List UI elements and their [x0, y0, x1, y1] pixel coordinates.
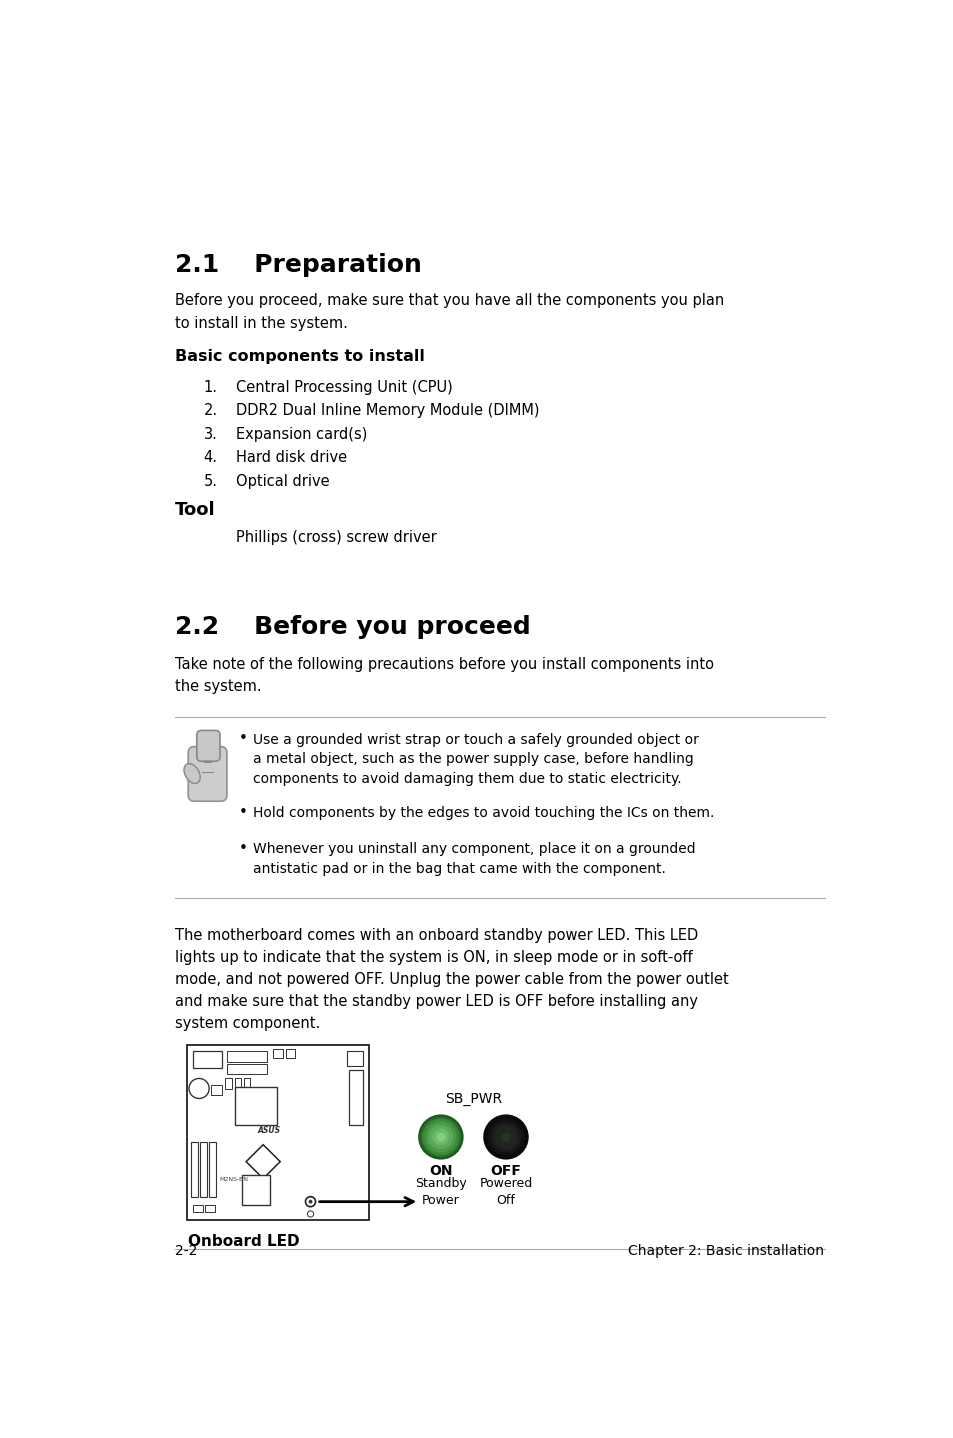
Text: DDR2 Dual Inline Memory Module (DIMM): DDR2 Dual Inline Memory Module (DIMM): [235, 403, 538, 418]
FancyBboxPatch shape: [193, 1205, 203, 1212]
Text: ASUS: ASUS: [256, 1126, 280, 1136]
Circle shape: [490, 1122, 521, 1152]
Text: Before you proceed, make sure that you have all the components you plan
to insta: Before you proceed, make sure that you h…: [174, 293, 723, 331]
FancyBboxPatch shape: [227, 1064, 267, 1074]
Text: 2.2    Before you proceed: 2.2 Before you proceed: [174, 615, 530, 638]
Polygon shape: [246, 1145, 280, 1179]
Text: •: •: [238, 841, 248, 856]
Circle shape: [422, 1119, 459, 1156]
Text: SB_PWR: SB_PWR: [444, 1093, 501, 1106]
Ellipse shape: [184, 764, 200, 784]
Circle shape: [418, 1116, 462, 1159]
Text: Onboard LED: Onboard LED: [188, 1234, 299, 1250]
Text: The motherboard comes with an onboard standby power LED. This LED
lights up to i: The motherboard comes with an onboard st…: [174, 928, 728, 1031]
Circle shape: [493, 1125, 517, 1149]
Text: Basic components to install: Basic components to install: [174, 349, 424, 364]
Circle shape: [425, 1122, 456, 1152]
Text: 2-2: 2-2: [174, 1244, 197, 1258]
Circle shape: [487, 1119, 524, 1156]
FancyBboxPatch shape: [187, 1044, 369, 1221]
Text: 2.: 2.: [203, 403, 217, 418]
FancyBboxPatch shape: [349, 1070, 362, 1126]
FancyBboxPatch shape: [200, 1142, 207, 1196]
Text: Hold components by the edges to avoid touching the ICs on them.: Hold components by the edges to avoid to…: [253, 807, 713, 820]
FancyBboxPatch shape: [225, 1078, 232, 1089]
FancyBboxPatch shape: [286, 1050, 294, 1058]
FancyBboxPatch shape: [242, 1175, 270, 1205]
FancyBboxPatch shape: [196, 731, 220, 761]
Circle shape: [305, 1196, 315, 1206]
Text: Tool: Tool: [174, 500, 215, 519]
FancyBboxPatch shape: [204, 1205, 214, 1212]
Circle shape: [436, 1132, 445, 1142]
Circle shape: [484, 1116, 527, 1159]
Text: Optical drive: Optical drive: [235, 473, 329, 489]
Text: OFF: OFF: [490, 1163, 521, 1178]
Circle shape: [432, 1129, 449, 1146]
Text: Take note of the following precautions before you install components into
the sy: Take note of the following precautions b…: [174, 657, 713, 695]
Text: Chapter 2: Basic installation: Chapter 2: Basic installation: [628, 1244, 823, 1258]
Text: 1.: 1.: [203, 380, 217, 394]
Text: M2NS-BN: M2NS-BN: [219, 1176, 248, 1182]
Text: Use a grounded wrist strap or touch a safely grounded object or
a metal object, : Use a grounded wrist strap or touch a sa…: [253, 733, 698, 785]
Text: 2.1    Preparation: 2.1 Preparation: [174, 253, 421, 278]
Text: ON: ON: [429, 1163, 452, 1178]
Text: Phillips (cross) screw driver: Phillips (cross) screw driver: [235, 531, 436, 545]
Text: Expansion card(s): Expansion card(s): [235, 427, 367, 441]
Text: 5.: 5.: [203, 473, 217, 489]
FancyBboxPatch shape: [234, 1087, 277, 1126]
Text: Central Processing Unit (CPU): Central Processing Unit (CPU): [235, 380, 452, 394]
Text: •: •: [238, 731, 248, 746]
Text: Hard disk drive: Hard disk drive: [235, 450, 346, 464]
FancyBboxPatch shape: [193, 1051, 222, 1067]
Circle shape: [500, 1132, 510, 1142]
FancyBboxPatch shape: [192, 1142, 197, 1196]
Circle shape: [307, 1211, 314, 1217]
FancyBboxPatch shape: [244, 1078, 250, 1089]
FancyBboxPatch shape: [227, 1051, 267, 1061]
FancyBboxPatch shape: [274, 1050, 282, 1058]
Circle shape: [497, 1129, 514, 1146]
Text: Powered
Off: Powered Off: [478, 1178, 532, 1206]
Circle shape: [189, 1078, 209, 1099]
Text: Whenever you uninstall any component, place it on a grounded
antistatic pad or i: Whenever you uninstall any component, pl…: [253, 843, 695, 876]
FancyBboxPatch shape: [188, 746, 227, 801]
Circle shape: [308, 1199, 313, 1204]
FancyBboxPatch shape: [234, 1078, 241, 1089]
Text: •: •: [238, 805, 248, 820]
Text: 4.: 4.: [203, 450, 217, 464]
Text: 3.: 3.: [204, 427, 217, 441]
Circle shape: [428, 1125, 453, 1149]
FancyBboxPatch shape: [347, 1051, 362, 1066]
FancyBboxPatch shape: [209, 1142, 215, 1196]
Text: Standby
Power: Standby Power: [415, 1178, 466, 1206]
FancyBboxPatch shape: [212, 1084, 221, 1094]
